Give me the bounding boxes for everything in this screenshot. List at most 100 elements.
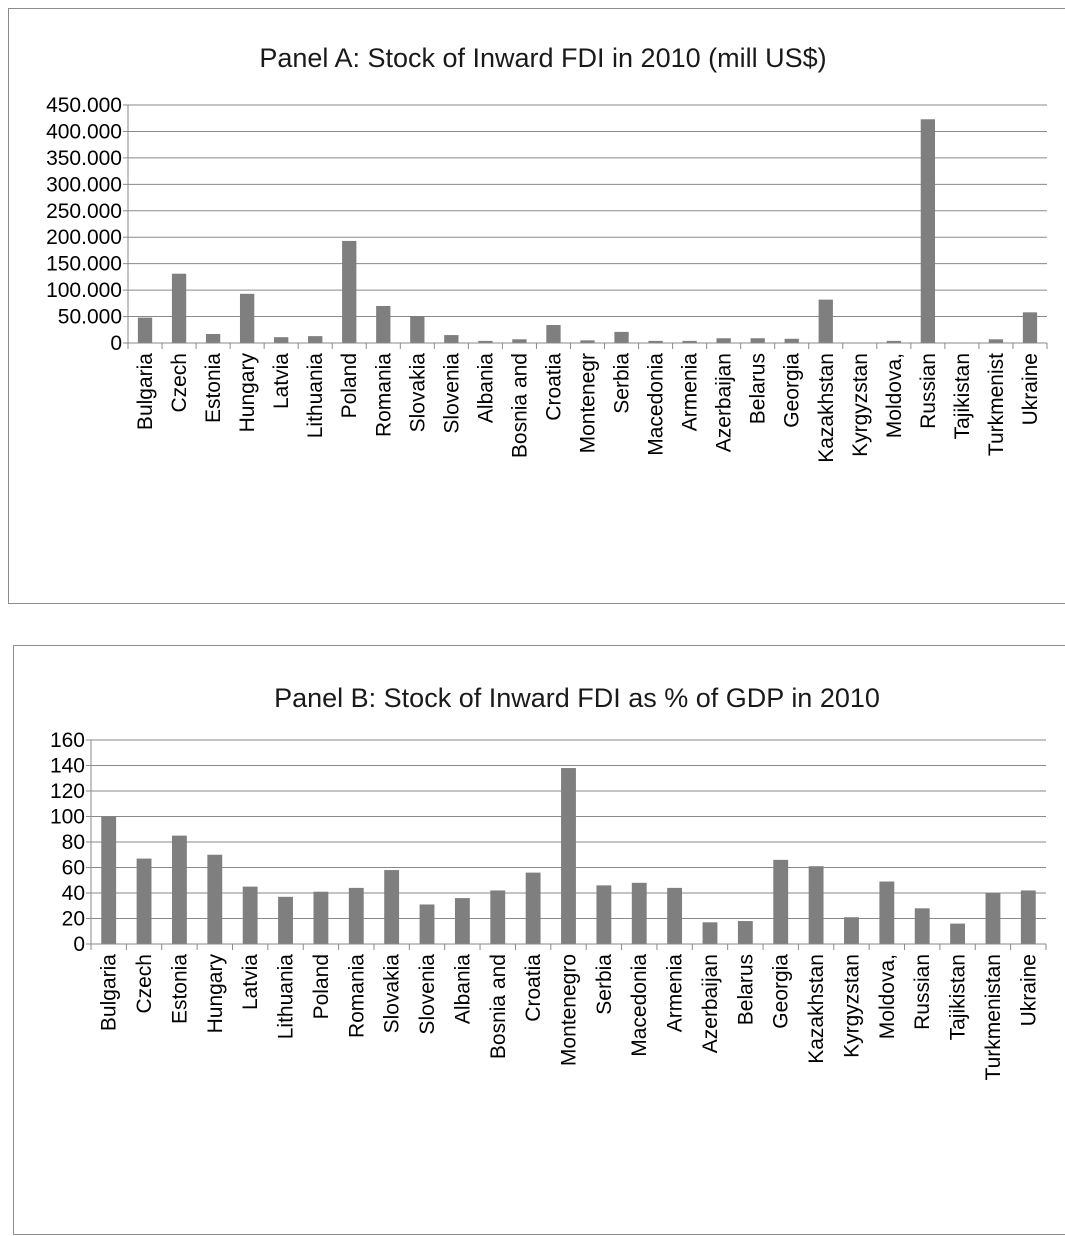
category-label: Azerbaijan <box>713 353 736 452</box>
bar <box>580 340 595 343</box>
bar <box>136 858 152 944</box>
bar <box>490 890 506 944</box>
category-label: Croatia <box>522 954 545 1022</box>
category-label: Bosnia and <box>487 954 510 1059</box>
chart-b-x-axis <box>90 740 1047 950</box>
bar <box>444 335 459 343</box>
category-label: Macedonia <box>645 353 668 456</box>
category-label: Tajikistan <box>951 353 974 439</box>
chart-a-category-labels: Bulgaria Czech Estonia Hungary Latvia Lithuan… <box>134 353 1042 463</box>
y-tick-label: 160 <box>50 729 85 752</box>
y-tick-label: 300.000 <box>46 173 122 196</box>
bar <box>546 325 561 343</box>
bar <box>171 273 187 343</box>
bar <box>384 870 400 944</box>
chart-panel-a: Panel A: Stock of Inward FDI in 2010 (mi… <box>8 8 1065 604</box>
category-label: Kazakhstan <box>815 353 838 463</box>
category-label: Czech <box>168 353 191 413</box>
bar <box>376 305 391 343</box>
category-label: Slovenia <box>440 353 463 434</box>
category-label: Lithuania <box>304 353 327 439</box>
bar <box>1022 312 1038 343</box>
category-label: Turkmenist <box>985 353 1008 456</box>
category-label: Turkmenistan <box>982 954 1005 1080</box>
bar <box>988 339 1004 343</box>
category-label: Poland <box>338 353 361 418</box>
chart-b-svg: Panel B: Stock of Inward FDI as % of GDP… <box>50 683 1047 1080</box>
chart-a-svg: Panel A: Stock of Inward FDI in 2010 (mi… <box>46 43 1048 463</box>
bar <box>342 240 357 343</box>
y-tick-label: 450.000 <box>46 94 122 117</box>
category-label: Serbia <box>611 353 634 414</box>
y-tick-label: 50.000 <box>58 306 122 329</box>
category-label: Moldova, <box>883 353 906 438</box>
category-label: Romania <box>345 954 368 1038</box>
category-label: Russian <box>917 353 940 429</box>
bar <box>773 859 789 944</box>
chart-a-title: Panel A: Stock of Inward FDI in 2010 (mi… <box>259 43 826 73</box>
bar <box>171 835 187 944</box>
bar <box>596 885 612 944</box>
category-label: Bulgaria <box>98 954 121 1031</box>
category-label: Georgia <box>781 353 804 428</box>
y-tick-label: 20 <box>62 908 85 931</box>
y-tick-label: 100.000 <box>46 279 122 302</box>
bar <box>454 898 470 944</box>
bar <box>274 337 289 343</box>
category-label: Belarus <box>734 954 757 1025</box>
category-label: Ukraine <box>1017 954 1040 1026</box>
y-tick-label: 400.000 <box>46 120 122 143</box>
bar <box>348 887 364 944</box>
category-label: Lithuania <box>275 954 298 1040</box>
chart-panel-b: Panel B: Stock of Inward FDI as % of GDP… <box>13 645 1065 1235</box>
y-tick-label: 80 <box>62 831 85 854</box>
category-label: Estonia <box>202 353 225 423</box>
bar <box>410 316 425 343</box>
category-label: Serbia <box>593 954 616 1015</box>
bar <box>614 331 629 343</box>
category-label: Macedonia <box>628 954 651 1057</box>
chart-b-bars <box>101 768 1036 944</box>
category-label: Armenia <box>679 353 702 432</box>
y-tick-label: 120 <box>50 780 85 803</box>
category-label: Georgia <box>770 954 793 1029</box>
y-tick-label: 60 <box>62 857 85 880</box>
chart-a-bars <box>137 119 1038 343</box>
bar <box>985 893 1001 944</box>
bar <box>886 340 901 343</box>
y-tick-label: 100 <box>50 806 85 829</box>
category-label: Armenia <box>664 954 687 1033</box>
bar <box>205 334 221 343</box>
category-label: Montenegr <box>577 353 600 453</box>
y-tick-label: 0 <box>110 332 122 355</box>
bar <box>667 887 683 944</box>
category-label: Estonia <box>168 954 191 1024</box>
bar <box>818 299 833 343</box>
bar <box>239 293 255 343</box>
category-label: Kyrgyzstan <box>840 954 863 1058</box>
bar <box>914 908 930 944</box>
bar <box>920 119 936 343</box>
category-label: Montenegro <box>558 954 581 1066</box>
y-tick-label: 350.000 <box>46 147 122 170</box>
category-label: Kyrgyzstan <box>849 353 872 457</box>
bar <box>750 338 765 343</box>
bar <box>784 338 799 343</box>
chart-a-gridlines <box>128 104 1047 344</box>
y-tick-label: 40 <box>62 882 85 905</box>
bar <box>308 336 323 343</box>
category-label: Hungary <box>236 353 259 433</box>
bar <box>278 896 293 944</box>
bar <box>950 923 966 944</box>
category-label: Bulgaria <box>134 353 157 430</box>
category-label: Azerbaijan <box>699 954 722 1053</box>
category-label: Romania <box>372 353 395 437</box>
bar <box>648 340 663 343</box>
bar <box>737 921 753 944</box>
category-label: Bosnia and <box>508 353 531 458</box>
y-tick-label: 200.000 <box>46 226 122 249</box>
bar <box>137 317 153 343</box>
bar <box>844 917 859 944</box>
bar <box>561 768 576 944</box>
